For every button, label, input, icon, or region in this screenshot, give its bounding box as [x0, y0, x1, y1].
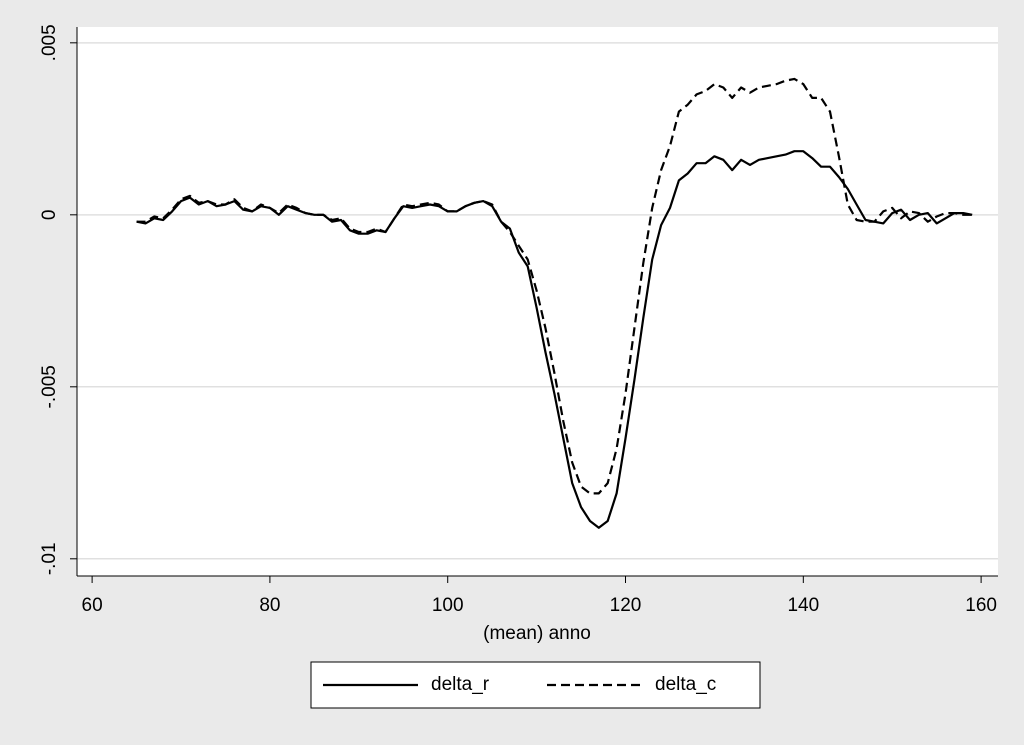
x-tick-label: 160	[965, 595, 997, 616]
y-tick-label: -.01	[39, 542, 60, 575]
x-tick-label: 60	[82, 595, 103, 616]
y-tick-label: -.005	[39, 365, 60, 408]
x-tick-label: 140	[787, 595, 819, 616]
x-tick-label: 120	[610, 595, 642, 616]
legend-label: delta_r	[431, 674, 490, 695]
y-tick-label: .005	[39, 24, 60, 61]
x-axis-title: (mean) anno	[483, 623, 591, 644]
series-line	[136, 77, 973, 495]
x-tick-label: 100	[432, 595, 464, 616]
y-tick-label: 0	[39, 210, 60, 221]
x-tick-label: 80	[259, 595, 280, 616]
legend-label: delta_c	[655, 674, 716, 695]
plot-area	[77, 27, 998, 576]
